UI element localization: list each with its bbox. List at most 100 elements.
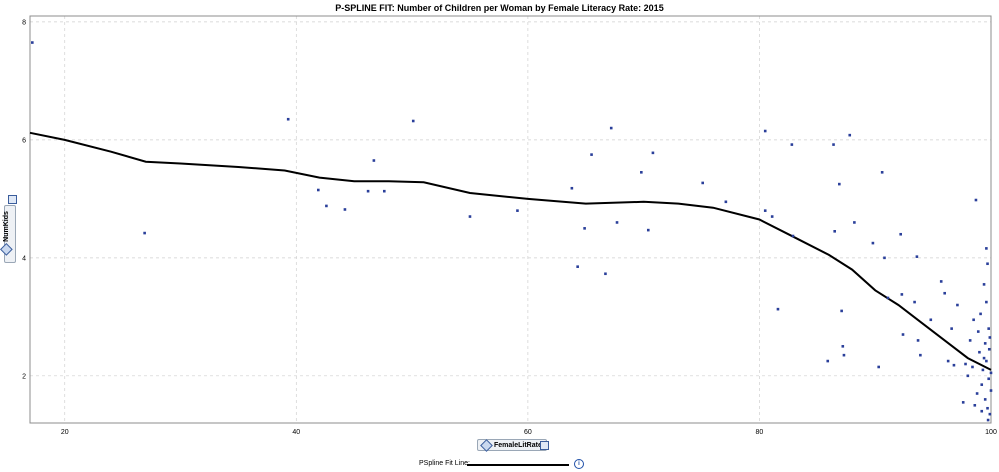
scatter-point	[988, 336, 992, 339]
x-tick-label: 40	[292, 429, 300, 436]
scatter-point	[987, 327, 990, 330]
scatter-point	[939, 280, 943, 283]
scatter-point	[143, 231, 146, 235]
x-axis-menu-icon[interactable]	[540, 441, 549, 450]
scatter-point	[646, 228, 650, 232]
scatter-point	[989, 371, 993, 375]
scatter-point	[943, 291, 946, 295]
scatter-point	[609, 126, 613, 130]
scatter-point	[576, 265, 579, 268]
scatter-point	[987, 347, 991, 351]
scatter-point	[966, 374, 970, 378]
scatter-point	[833, 229, 836, 233]
scatter-point	[929, 318, 933, 322]
y-axis-role-button[interactable]: NumKids	[0, 205, 16, 263]
scatter-point	[985, 247, 988, 250]
scatter-point	[791, 234, 795, 238]
scatter-point	[325, 204, 328, 208]
scatter-point	[790, 143, 794, 146]
scatter-point	[981, 368, 985, 372]
pspline-fit-line	[29, 131, 992, 371]
scatter-point	[763, 209, 767, 212]
scatter-point	[411, 119, 415, 123]
scatter-point	[982, 356, 986, 360]
y-tick-label: 8	[22, 19, 26, 26]
scatter-point	[841, 345, 845, 348]
scatter-point	[964, 362, 967, 366]
scatter-point	[973, 404, 977, 407]
scatter-point	[976, 330, 980, 333]
scatter-point	[971, 365, 974, 369]
scatter-point	[317, 188, 320, 192]
scatter-point	[961, 401, 965, 404]
info-icon[interactable]: i	[574, 459, 584, 469]
scatter-point	[974, 198, 978, 202]
y-axis-menu-icon[interactable]	[8, 195, 17, 204]
scatter-point	[651, 151, 655, 155]
scatter-point	[604, 272, 607, 276]
chart-title: P-SPLINE FIT: Number of Children per Wom…	[335, 3, 664, 13]
scatter-point	[770, 215, 774, 218]
scatter-point	[763, 129, 767, 133]
scatter-point	[952, 363, 956, 367]
scatter-point	[880, 171, 884, 174]
x-axis-label: FemaleLitRate	[494, 441, 542, 449]
scatter-point	[840, 309, 843, 313]
variable-icon	[0, 243, 13, 256]
scatter-point	[590, 153, 593, 156]
scatter-point	[915, 255, 919, 258]
scatter-point	[946, 359, 950, 363]
scatter-point	[956, 303, 959, 307]
grid	[30, 16, 992, 423]
scatter-point	[615, 221, 619, 224]
scatter-point	[978, 350, 981, 354]
x-tick-label: 80	[756, 429, 764, 436]
scatter-point	[913, 300, 916, 304]
y-tick-label: 2	[22, 373, 26, 380]
scatter-point	[826, 359, 830, 363]
scatter-point	[372, 159, 376, 162]
scatter-point	[986, 406, 989, 410]
scatter-point	[980, 383, 984, 386]
scatter-point	[985, 300, 988, 304]
scatter-point	[516, 209, 519, 212]
x-tick-label: 20	[61, 429, 69, 436]
legend-line-swatch	[467, 464, 569, 466]
x-tick-label: 100	[985, 429, 997, 436]
x-axis-ticks: 20 40 60 80 100	[61, 429, 997, 436]
scatter-point	[916, 339, 920, 342]
legend-item-label: PSpline Fit Line:	[419, 460, 470, 467]
scatter-point	[989, 389, 993, 392]
scatter-point	[900, 293, 904, 296]
variable-icon	[480, 438, 493, 452]
scatter-point	[886, 296, 890, 300]
scatter-point	[848, 133, 852, 137]
scatter-point	[972, 318, 975, 322]
scatter-point	[583, 227, 586, 230]
scatter-point	[983, 342, 987, 345]
legend: PSpline Fit Line: i	[0, 457, 999, 471]
scatter-points	[31, 41, 993, 422]
scatter-point	[468, 215, 472, 218]
scatter-point	[919, 353, 922, 357]
scatter-point	[286, 117, 290, 121]
scatter-point	[842, 353, 846, 357]
x-axis-role-button[interactable]: FemaleLitRate	[477, 438, 547, 452]
scatter-point	[899, 232, 902, 236]
scatter-point	[979, 312, 982, 316]
scatter-point	[901, 333, 905, 336]
scatter-point	[986, 262, 989, 266]
scatter-point	[570, 186, 574, 190]
scatter-point	[987, 377, 990, 381]
scatter-point	[985, 359, 988, 363]
scatter-point	[724, 200, 728, 204]
scatter-point	[983, 398, 987, 401]
scatter-point	[343, 208, 347, 211]
y-axis-ticks: 2 4 6 8	[22, 19, 26, 380]
scatter-point	[986, 418, 990, 422]
plot-frame	[29, 15, 992, 424]
scatter-point	[382, 189, 386, 193]
scatter-point	[701, 181, 704, 185]
scatter-point	[853, 221, 856, 224]
